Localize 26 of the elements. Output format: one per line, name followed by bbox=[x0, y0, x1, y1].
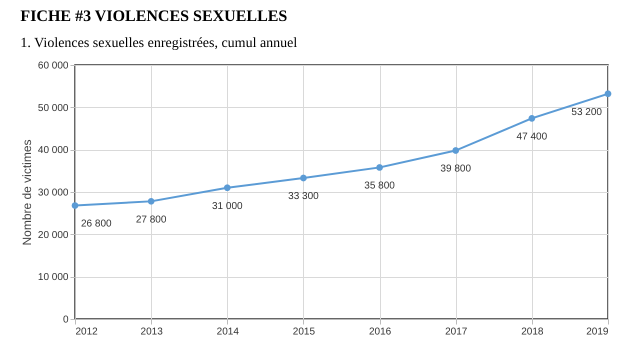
y-tick-label: 20 000 bbox=[38, 230, 69, 241]
x-tick-label: 2017 bbox=[445, 326, 468, 338]
y-tick-label: 0 bbox=[62, 314, 69, 326]
data-label: 39 800 bbox=[440, 164, 472, 175]
y-tick-label: 60 000 bbox=[38, 60, 69, 72]
data-label: 35 800 bbox=[364, 180, 396, 192]
x-tick-label: 2018 bbox=[521, 326, 544, 338]
data-label: 26 800 bbox=[81, 218, 112, 230]
y-tick-label: 30 000 bbox=[38, 188, 69, 198]
x-tick-label: 2012 bbox=[76, 326, 98, 338]
y-tick-label: 10 000 bbox=[38, 272, 69, 284]
chart-title: FICHE #3 VIOLENCES SEXUELLES bbox=[20, 8, 288, 25]
data-label: 47 400 bbox=[516, 131, 548, 142]
y-tick-label: 50 000 bbox=[38, 102, 69, 114]
y-axis-title: Nombre de victimes bbox=[20, 139, 34, 246]
x-tick-label: 2019 bbox=[586, 326, 609, 338]
y-tick-label: 40 000 bbox=[38, 145, 69, 156]
x-tick-label: 2015 bbox=[292, 326, 316, 338]
data-label: 53 200 bbox=[571, 106, 602, 118]
data-label: 31 000 bbox=[212, 200, 244, 212]
x-tick-label: 2016 bbox=[368, 326, 392, 338]
data-label: 27 800 bbox=[136, 214, 167, 226]
data-label: 33 300 bbox=[288, 191, 320, 202]
x-tick-label: 2014 bbox=[216, 326, 240, 338]
chart-subtitle: 1. Violences sexuelles enregistrées, cumul annuel bbox=[20, 36, 298, 51]
x-tick-label: 2013 bbox=[140, 326, 164, 338]
